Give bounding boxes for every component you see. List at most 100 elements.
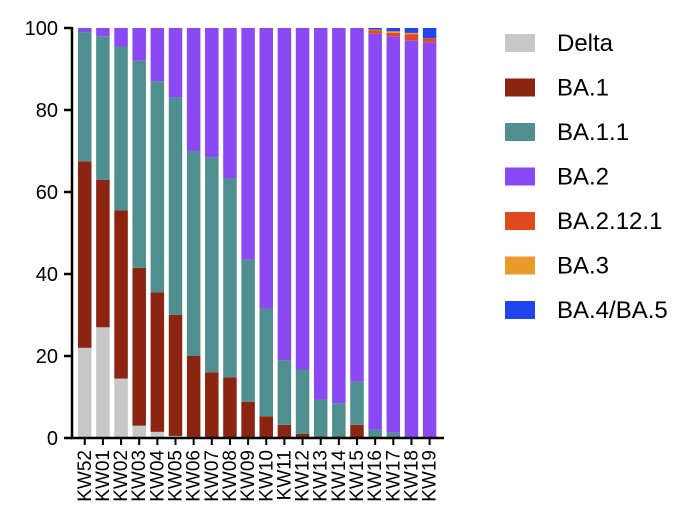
legend-swatch <box>505 78 535 97</box>
bar-kw17-ba-2 <box>386 36 401 433</box>
bar-kw03-ba-1 <box>132 267 146 426</box>
x-tick-label: KW13 <box>311 450 332 502</box>
bar-kw16-ba-4-ba-5 <box>368 28 382 30</box>
bar-kw04-delta <box>150 431 165 438</box>
bar-kw18-ba-3 <box>404 32 419 35</box>
bar-kw11-ba-2 <box>277 28 292 361</box>
bar-kw05-ba-1 <box>168 315 183 436</box>
bar-kw01-ba-2 <box>96 28 110 37</box>
x-tick-label: KW02 <box>111 450 132 502</box>
x-tick-label: KW05 <box>166 450 187 502</box>
bars-layer <box>78 28 437 438</box>
bar-kw18-ba-4-ba-5 <box>404 28 419 33</box>
legend: Delta BA.1 BA.1.1 BA.2 BA.2.12.1 BA.3 BA.4/BA.… <box>505 30 668 324</box>
x-tick-label: KW03 <box>129 450 150 502</box>
y-tick-label: 20 <box>36 346 58 368</box>
x-tick-label: KW01 <box>93 450 114 502</box>
x-tick-label: KW19 <box>420 450 441 502</box>
y-tick-label: 60 <box>36 182 58 204</box>
x-tick-label: KW10 <box>256 450 277 502</box>
x-tick-label: KW12 <box>293 450 314 502</box>
tick-labels-layer: 0 20 40 60 80 100 KW52KW01KW02KW03KW04KW05KW06… <box>25 18 441 502</box>
bar-kw02-delta <box>114 378 128 438</box>
bar-kw17-ba-3 <box>386 31 401 33</box>
bar-kw19-ba-2-12-1 <box>422 38 437 43</box>
bar-kw17-ba-4-ba-5 <box>386 28 401 32</box>
y-tick-label: 100 <box>25 18 58 40</box>
bar-kw04-ba-1 <box>150 292 165 432</box>
y-tick-label: 0 <box>47 428 58 450</box>
legend-label: BA.1 <box>557 75 609 102</box>
x-tick-label: KW16 <box>365 450 386 502</box>
bar-kw15-ba-1 <box>350 424 364 438</box>
y-tick-label: 80 <box>36 100 58 122</box>
x-tick-label: KW04 <box>147 450 168 502</box>
bar-kw52-delta <box>78 347 92 438</box>
bar-kw13-ba-1-1 <box>313 399 328 437</box>
x-tick-label: KW08 <box>220 450 241 502</box>
legend-swatch <box>505 301 535 319</box>
x-tick-label: KW14 <box>329 450 350 502</box>
legend-label: BA.2 <box>557 164 609 191</box>
legend-label: BA.4/BA.5 <box>557 297 668 324</box>
x-tick-label: KW17 <box>383 450 404 502</box>
bar-kw19-ba-2 <box>422 42 437 438</box>
y-tick-label: 40 <box>36 264 58 286</box>
bar-kw07-ba-1-1 <box>205 157 219 373</box>
bar-kw17-ba-1-1 <box>386 432 401 438</box>
bar-kw03-delta <box>132 425 146 438</box>
x-tick-label: KW09 <box>238 450 259 502</box>
x-tick-label: KW11 <box>274 450 295 500</box>
bar-kw12-ba-1 <box>295 433 310 438</box>
bar-kw09-ba-1-1 <box>241 259 255 402</box>
legend-label: Delta <box>557 30 614 57</box>
bar-kw10-ba-2 <box>259 28 273 309</box>
bar-kw16-ba-3 <box>368 29 382 31</box>
bar-kw07-ba-2 <box>205 28 219 158</box>
bar-kw15-ba-1-1 <box>350 381 364 425</box>
bar-kw14-ba-2 <box>332 28 346 404</box>
bar-kw01-ba-1-1 <box>96 36 110 180</box>
bar-kw15-ba-2 <box>350 28 364 382</box>
bar-kw11-ba-1-1 <box>277 360 292 425</box>
bar-kw11-ba-1 <box>277 424 292 438</box>
legend-swatch <box>505 212 535 230</box>
bar-kw17-ba-2-12-1 <box>386 32 401 37</box>
x-tick-label: KW15 <box>347 450 368 502</box>
legend-swatch <box>505 167 535 186</box>
bar-kw06-ba-1-1 <box>186 151 201 356</box>
bar-kw10-ba-1 <box>259 416 273 438</box>
bar-kw03-ba-2 <box>132 28 146 61</box>
legend-swatch <box>505 34 535 52</box>
bar-kw13-ba-2 <box>313 28 328 400</box>
legend-swatch <box>505 123 535 141</box>
bar-kw06-ba-2 <box>186 28 201 151</box>
bar-kw01-delta <box>96 327 110 438</box>
bar-kw05-ba-1-1 <box>168 97 183 315</box>
bar-kw03-ba-1-1 <box>132 60 146 268</box>
legend-label: BA.2.12.1 <box>557 208 662 235</box>
bar-kw16-ba-2-12-1 <box>368 30 382 34</box>
bar-kw16-ba-1-1 <box>368 429 382 437</box>
bar-kw09-ba-1 <box>241 401 255 438</box>
bar-kw16-ba-2 <box>368 33 382 430</box>
bar-kw10-ba-1-1 <box>259 308 273 417</box>
bar-kw19-ba-4-ba-5 <box>422 28 437 39</box>
bar-kw09-ba-2 <box>241 28 255 260</box>
bar-kw08-ba-2 <box>223 28 237 179</box>
bar-kw14-ba-1-1 <box>332 403 346 437</box>
bar-kw06-ba-1 <box>186 356 201 437</box>
bar-kw04-ba-1-1 <box>150 81 165 293</box>
bar-kw52-ba-1-1 <box>78 32 92 162</box>
bar-kw08-ba-1-1 <box>223 178 237 378</box>
bar-kw01-ba-1 <box>96 179 110 328</box>
bar-kw18-ba-2-12-1 <box>404 34 419 41</box>
bar-kw02-ba-1 <box>114 210 128 379</box>
bar-kw07-ba-1 <box>205 372 219 438</box>
bar-kw02-ba-1-1 <box>114 46 128 211</box>
bar-kw04-ba-2 <box>150 28 165 82</box>
bar-kw02-ba-2 <box>114 28 128 47</box>
bar-kw18-ba-2 <box>404 40 419 438</box>
bar-kw12-ba-1-1 <box>295 369 310 434</box>
